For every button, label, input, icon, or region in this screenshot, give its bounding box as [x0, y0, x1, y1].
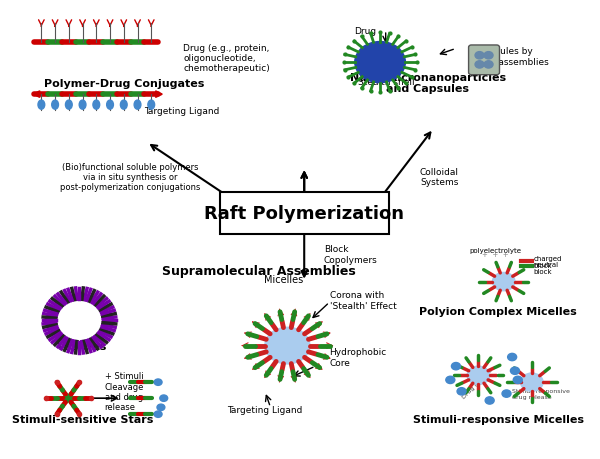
- Ellipse shape: [107, 101, 113, 110]
- Text: +  +  +: + + +: [482, 252, 509, 258]
- Ellipse shape: [121, 101, 127, 110]
- Circle shape: [493, 273, 515, 291]
- Text: charged
block: charged block: [533, 255, 562, 268]
- Circle shape: [508, 353, 517, 361]
- Text: Block
Copolymers: Block Copolymers: [324, 245, 377, 264]
- Text: Polymer-Drug Conjugates: Polymer-Drug Conjugates: [44, 78, 205, 89]
- Circle shape: [160, 395, 167, 402]
- Text: Targeting Ligand: Targeting Ligand: [144, 106, 220, 115]
- Ellipse shape: [79, 101, 86, 110]
- Text: Drug (e.g., protein,
oligonucleotide,
chemotherapeutic): Drug (e.g., protein, oligonucleotide, ch…: [184, 44, 270, 73]
- Circle shape: [475, 62, 484, 69]
- Circle shape: [467, 366, 490, 385]
- Text: (Bio)functional soluble polymers
via in situ synthesis or
post-polymerization co: (Bio)functional soluble polymers via in …: [60, 162, 200, 192]
- Circle shape: [475, 52, 484, 60]
- Text: Micelles: Micelles: [264, 274, 303, 285]
- Circle shape: [511, 367, 520, 375]
- Circle shape: [446, 376, 455, 384]
- Ellipse shape: [38, 101, 45, 110]
- Ellipse shape: [134, 101, 141, 110]
- Circle shape: [484, 52, 493, 60]
- Circle shape: [154, 411, 162, 418]
- Circle shape: [485, 397, 494, 404]
- Circle shape: [513, 376, 522, 384]
- Ellipse shape: [93, 101, 100, 110]
- Text: Supramolecular Assemblies: Supramolecular Assemblies: [163, 264, 356, 277]
- Text: Nano/Micronanoparticles
and Capsules: Nano/Micronanoparticles and Capsules: [350, 73, 506, 94]
- Text: + Stimuli
Cleavage
and drug
release: + Stimuli Cleavage and drug release: [105, 371, 144, 412]
- Text: Targeting Ligand: Targeting Ligand: [227, 405, 302, 414]
- Circle shape: [484, 62, 493, 69]
- Text: neutral
block: neutral block: [533, 262, 559, 275]
- Text: Stimuli-sensitive Stars: Stimuli-sensitive Stars: [11, 414, 153, 424]
- Circle shape: [457, 388, 466, 395]
- Ellipse shape: [148, 101, 155, 110]
- Text: polyelectrolyte: polyelectrolyte: [469, 247, 521, 253]
- Circle shape: [521, 373, 543, 392]
- FancyBboxPatch shape: [469, 46, 499, 76]
- Circle shape: [157, 404, 165, 411]
- Text: Polyion Complex Micelles: Polyion Complex Micelles: [419, 307, 577, 317]
- Text: Colloidal
Systems: Colloidal Systems: [419, 168, 458, 187]
- Text: Vesicles: Vesicles: [57, 341, 107, 351]
- Circle shape: [502, 390, 511, 397]
- Text: Stealth shell: Stealth shell: [358, 78, 415, 87]
- Text: Raft Polymerization: Raft Polymerization: [204, 205, 404, 223]
- Circle shape: [154, 379, 162, 386]
- Text: Stimuli-responsive Micelles: Stimuli-responsive Micelles: [413, 414, 584, 424]
- Ellipse shape: [52, 101, 58, 110]
- Text: Hydrophobic
Core: Hydrophobic Core: [329, 347, 387, 367]
- Text: Drug: Drug: [353, 27, 376, 35]
- Ellipse shape: [65, 101, 72, 110]
- Circle shape: [265, 328, 310, 364]
- Text: Drug release: Drug release: [461, 367, 494, 399]
- Circle shape: [451, 363, 460, 370]
- FancyBboxPatch shape: [220, 193, 389, 234]
- Text: Stimuli responsive
drug release: Stimuli responsive drug release: [512, 388, 570, 399]
- Text: Corona with
'Stealth' Effect: Corona with 'Stealth' Effect: [329, 291, 396, 310]
- Text: Capsules by
l-b-l assemblies: Capsules by l-b-l assemblies: [478, 47, 549, 67]
- Circle shape: [355, 42, 406, 84]
